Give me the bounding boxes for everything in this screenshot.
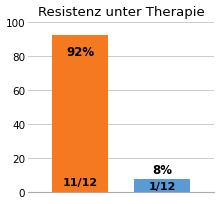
Title: Resistenz unter Therapie: Resistenz unter Therapie: [38, 6, 205, 19]
Text: 11/12: 11/12: [63, 177, 98, 187]
Text: 92%: 92%: [66, 46, 94, 59]
Bar: [134, 179, 190, 193]
Text: 1/12: 1/12: [148, 181, 176, 191]
Bar: [52, 36, 108, 193]
Text: 8%: 8%: [152, 163, 172, 176]
